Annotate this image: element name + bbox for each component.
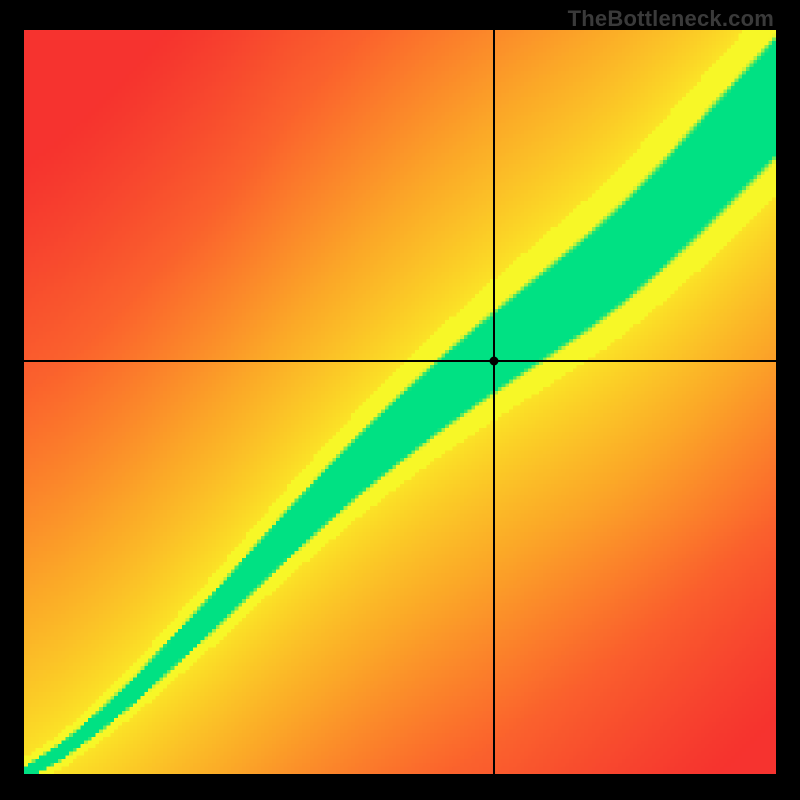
crosshair-vertical — [493, 30, 495, 774]
watermark-text: TheBottleneck.com — [568, 6, 774, 32]
heatmap-canvas — [24, 30, 776, 774]
bottleneck-heatmap — [24, 30, 776, 774]
crosshair-horizontal — [24, 360, 776, 362]
marker-point — [490, 357, 499, 366]
